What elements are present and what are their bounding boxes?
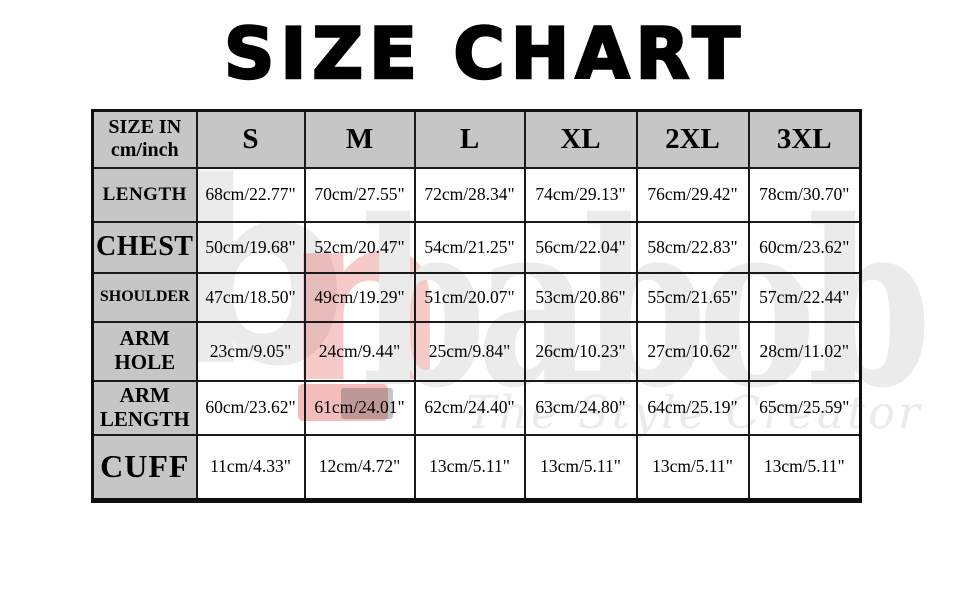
size-value-cell: 53cm/20.86" [523,271,638,323]
size-column-header: 3XL [747,109,862,169]
size-value-cell: 70cm/27.55" [303,166,416,223]
page-title: SIZE CHART [223,13,747,95]
size-value-cell: 74cm/29.13" [523,166,638,223]
size-value-cell: 28cm/11.02" [747,320,862,382]
table-body: LENGTH 68cm/22.77" 70cm/27.55" 72cm/28.34" 7… [91,166,862,502]
size-value-cell: 61cm/24.01" [303,379,416,436]
size-value-cell: 51cm/20.07" [413,271,526,323]
size-column-header: L [413,109,526,169]
size-value-cell: 62cm/24.40" [413,379,526,436]
size-value-cell: 11cm/4.33" [195,433,306,502]
size-value-cell: 13cm/5.11" [523,433,638,502]
size-value-cell: 63cm/24.80" [523,379,638,436]
size-value-cell: 23cm/9.05" [195,320,306,382]
size-column-header: XL [523,109,638,169]
size-value-cell: 68cm/22.77" [195,166,306,223]
size-value-cell: 13cm/5.11" [747,433,862,502]
size-value-cell: 72cm/28.34" [413,166,526,223]
table-row: CHEST 50cm/19.68" 52cm/20.47" 54cm/21.25" 56… [91,220,862,274]
size-value-cell: 54cm/21.25" [413,220,526,274]
size-value-cell: 13cm/5.11" [413,433,526,502]
table-row: CUFF 11cm/4.33" 12cm/4.72" 13cm/5.11" 13cm/5… [91,433,862,502]
size-value-cell: 76cm/29.42" [635,166,750,223]
size-column-header: S [195,109,306,169]
size-value-cell: 55cm/21.65" [635,271,750,323]
size-value-cell: 47cm/18.50" [195,271,306,323]
size-value-cell: 12cm/4.72" [303,433,416,502]
size-value-cell: 50cm/19.68" [195,220,306,274]
table-row: LENGTH 68cm/22.77" 70cm/27.55" 72cm/28.34" 7… [91,166,862,223]
row-label: CHEST [91,220,198,274]
size-chart-table: SIZE IN cm/inch S M L XL 2XL 3XL LENGTH 68cm/22… [91,109,862,503]
size-value-cell: 78cm/30.70" [747,166,862,223]
size-column-header: M [303,109,416,169]
size-value-cell: 56cm/22.04" [523,220,638,274]
size-value-cell: 25cm/9.84" [413,320,526,382]
size-value-cell: 60cm/23.62" [747,220,862,274]
size-value-cell: 49cm/19.29" [303,271,416,323]
size-value-cell: 57cm/22.44" [747,271,862,323]
size-value-cell: 26cm/10.23" [523,320,638,382]
size-column-header: 2XL [635,109,750,169]
header-row: SIZE IN cm/inch S M L XL 2XL 3XL [91,109,862,169]
row-label: ARM LENGTH [91,379,198,436]
corner-header: SIZE IN cm/inch [91,109,198,169]
size-value-cell: 65cm/25.59" [747,379,862,436]
size-value-cell: 64cm/25.19" [635,379,750,436]
size-value-cell: 13cm/5.11" [635,433,750,502]
row-label: LENGTH [91,166,198,223]
size-value-cell: 60cm/23.62" [195,379,306,436]
size-value-cell: 52cm/20.47" [303,220,416,274]
table-row: SHOULDER 47cm/18.50" 49cm/19.29" 51cm/20.07… [91,271,862,323]
table-row: ARM HOLE 23cm/9.05" 24cm/9.44" 25cm/9.84" 26… [91,320,862,382]
size-value-cell: 24cm/9.44" [303,320,416,382]
size-value-cell: 58cm/22.83" [635,220,750,274]
table-row: ARM LENGTH 60cm/23.62" 61cm/24.01" 62cm/24.… [91,379,862,436]
row-label: ARM HOLE [91,320,198,382]
size-value-cell: 27cm/10.62" [635,320,750,382]
row-label: SHOULDER [91,271,198,323]
row-label: CUFF [91,433,198,502]
